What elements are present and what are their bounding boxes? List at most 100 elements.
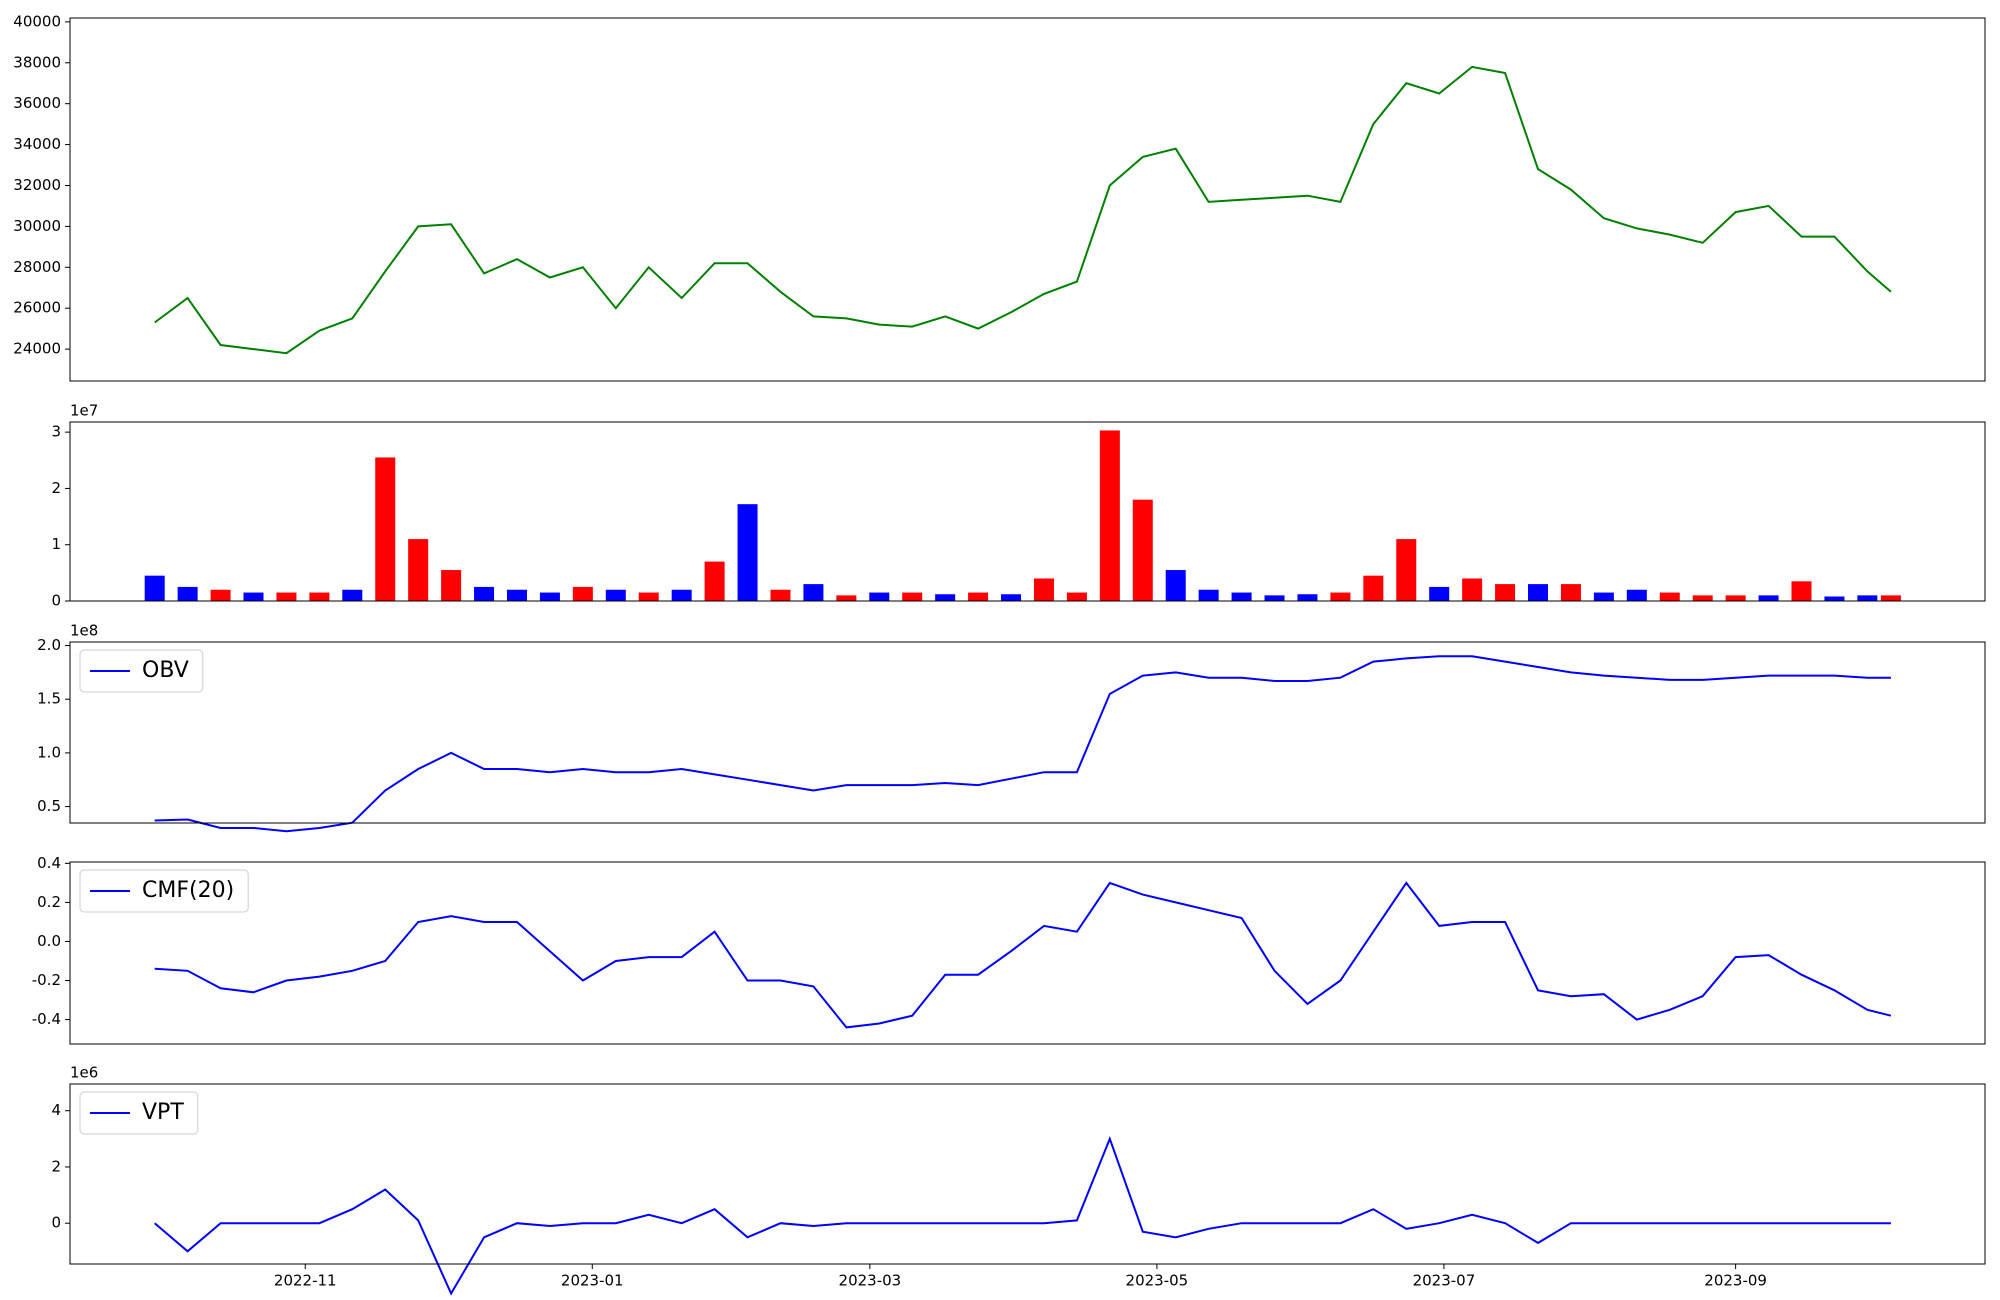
y-tick-label: 0 [51, 592, 61, 610]
y-tick-label: 1.5 [37, 690, 61, 708]
bar [605, 589, 626, 601]
bar [638, 592, 659, 601]
y-tick-label: 30000 [13, 217, 61, 235]
bar [408, 539, 429, 601]
bar [1001, 594, 1022, 601]
bar [935, 594, 956, 601]
bar [803, 584, 824, 601]
bar [1495, 584, 1516, 601]
bar [243, 592, 264, 601]
bar [1857, 595, 1878, 601]
legend-text: VPT [142, 1100, 184, 1125]
bar [1231, 592, 1252, 601]
y-tick-label: 2 [51, 1157, 61, 1175]
bar [671, 589, 692, 601]
bar [1330, 592, 1351, 601]
axis-offset-label: 1e6 [70, 1064, 98, 1082]
bar [1791, 581, 1812, 601]
legend-text: CMF(20) [142, 878, 234, 903]
y-tick-label: -0.4 [32, 1010, 61, 1028]
bar [1264, 595, 1285, 601]
x-tick-label: 2022-11 [274, 1272, 337, 1290]
bar [441, 570, 462, 601]
y-tick-label: 0.0 [37, 932, 61, 950]
bar [836, 595, 857, 601]
bar [1363, 575, 1384, 601]
bar [1692, 595, 1713, 601]
bar [1725, 595, 1746, 601]
bar [177, 586, 198, 601]
bar [276, 592, 297, 601]
legend-box [79, 1091, 199, 1135]
bar [1429, 586, 1450, 601]
bar [342, 589, 363, 601]
x-tick-label: 2023-05 [1126, 1272, 1189, 1290]
y-tick-label: 1 [51, 535, 61, 553]
bar [968, 592, 989, 601]
data-line [154, 881, 1892, 1029]
y-tick-label: 1.0 [37, 743, 61, 761]
bar [210, 589, 231, 601]
axes-frame [69, 17, 1986, 382]
bar [1033, 578, 1054, 601]
bar [1560, 584, 1581, 601]
axes-frame [69, 861, 1986, 1045]
y-tick-label: 34000 [13, 135, 61, 153]
y-tick-label: 0 [51, 1214, 61, 1232]
bar [770, 589, 791, 601]
bar [144, 575, 165, 601]
bar [309, 592, 330, 601]
y-tick-label: 24000 [13, 340, 61, 358]
bar [1297, 594, 1318, 601]
bar [1659, 592, 1680, 601]
bar [1593, 592, 1614, 601]
bar [1132, 499, 1153, 601]
x-tick-label: 2023-09 [1704, 1272, 1767, 1290]
bar [704, 561, 725, 601]
y-tick-label: -0.2 [32, 971, 61, 989]
axes-frame [69, 1083, 1986, 1265]
bar [572, 586, 593, 601]
data-line [154, 1135, 1891, 1296]
data-line [154, 65, 1892, 355]
bar [902, 592, 923, 601]
y-tick-label: 2.0 [37, 636, 61, 654]
y-tick-label: 3 [51, 423, 61, 441]
bar [1528, 584, 1549, 601]
bar [1165, 570, 1186, 601]
bar [1066, 592, 1087, 601]
y-tick-label: 28000 [13, 258, 61, 276]
bar [1758, 595, 1779, 601]
y-tick-label: 36000 [13, 94, 61, 112]
bar [1462, 578, 1483, 601]
bar [869, 592, 890, 601]
y-tick-label: 4 [51, 1101, 61, 1119]
y-tick-label: 32000 [13, 176, 61, 194]
bar [1099, 430, 1120, 601]
bar [1396, 539, 1417, 601]
y-tick-label: 0.5 [37, 797, 61, 815]
axis-offset-label: 1e7 [70, 402, 98, 420]
bar [1880, 595, 1901, 601]
axes-frame [69, 641, 1986, 824]
x-tick-label: 2023-01 [561, 1272, 624, 1290]
bar [1824, 596, 1845, 601]
bar [375, 457, 396, 601]
y-tick-label: 0.4 [37, 854, 61, 872]
x-tick-label: 2023-07 [1413, 1272, 1476, 1290]
legend-text: OBV [142, 658, 189, 683]
y-tick-label: 2 [51, 479, 61, 497]
data-line [154, 655, 1891, 833]
bar [474, 586, 495, 601]
bar [1198, 589, 1219, 601]
bar [539, 592, 560, 601]
legend-box [79, 869, 249, 913]
bar [1626, 589, 1647, 601]
axis-offset-label: 1e8 [70, 622, 98, 640]
y-tick-label: 38000 [13, 53, 61, 71]
axes-frame [69, 421, 1986, 602]
bar [737, 504, 758, 601]
x-tick-label: 2023-03 [839, 1272, 902, 1290]
y-tick-label: 0.2 [37, 893, 61, 911]
